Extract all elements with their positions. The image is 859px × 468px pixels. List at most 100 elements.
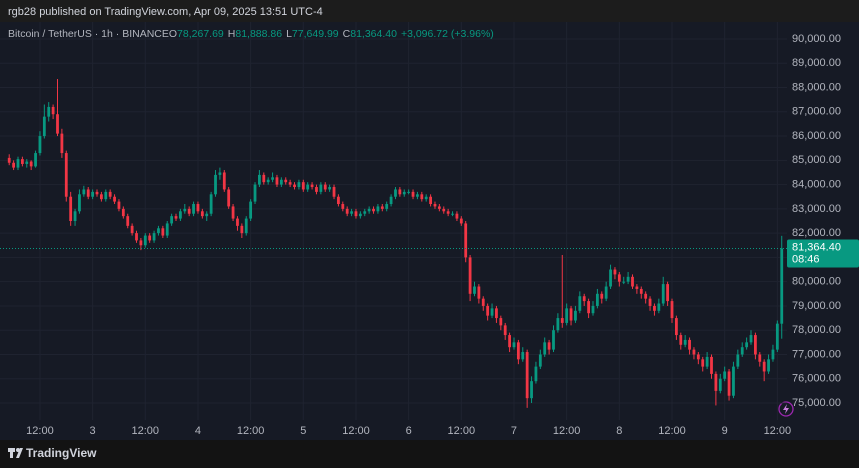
legend-c-label: C (343, 28, 351, 40)
candle-body (42, 116, 46, 137)
candle-body (556, 318, 560, 331)
candle-body (701, 359, 705, 367)
candle-body (358, 213, 362, 217)
candle-body (639, 288, 643, 294)
candle-body (442, 208, 446, 212)
candle-body (613, 269, 617, 275)
candle-body (218, 172, 222, 175)
candle-body (416, 194, 419, 197)
candle-body (455, 213, 459, 219)
candle-body (227, 189, 231, 207)
candle-body (143, 235, 147, 246)
candle-body (653, 305, 656, 311)
candle-body (323, 184, 327, 190)
legend-o-label: O (169, 28, 177, 40)
candle-body (130, 225, 134, 234)
candle-body (543, 342, 547, 355)
candle-body (710, 356, 713, 374)
candle-body (82, 189, 86, 195)
candle-body (60, 133, 64, 154)
candle-body (758, 354, 762, 362)
candle-body (780, 248, 784, 324)
y-tick-label: 90,000.00 (792, 33, 841, 45)
candle-body (178, 211, 182, 219)
legend-change: +3,096.72 (+3.96%) (401, 28, 494, 40)
candle-body (170, 216, 174, 224)
candle-body (301, 182, 305, 190)
candle-body (433, 204, 437, 207)
candle-body (244, 218, 248, 234)
candle-body (297, 182, 301, 188)
candle-body (20, 159, 24, 164)
y-tick-label: 78,000.00 (792, 324, 841, 336)
bar-countdown: 08:46 (792, 253, 820, 265)
candle-body (262, 174, 266, 183)
candle-body (222, 172, 226, 190)
candle-body (578, 296, 582, 311)
candle-body (345, 208, 349, 214)
candle-body (275, 177, 279, 185)
candle-body (196, 204, 200, 212)
candle-body (315, 187, 318, 192)
publish-header: rgb28 published on TradingView.com, Apr … (8, 6, 323, 18)
candle-body (626, 276, 630, 282)
candle-body (236, 218, 239, 226)
candle-body (569, 308, 573, 321)
x-tick-label: 4 (195, 425, 201, 437)
candle-body (723, 371, 727, 379)
candle-body (73, 211, 77, 221)
candle-body (674, 318, 678, 336)
candle-body (525, 352, 529, 399)
candle-body (64, 153, 68, 197)
top-bar (0, 0, 859, 22)
candle-body (363, 211, 367, 214)
y-tick-label: 75,000.00 (792, 397, 841, 409)
candle-body (473, 286, 476, 294)
candle-body (486, 305, 490, 316)
candle-body (692, 349, 696, 355)
x-tick-label: 5 (300, 425, 306, 437)
candle-body (749, 335, 753, 343)
brand-logo (8, 448, 23, 458)
candle-body (398, 189, 402, 195)
candle-body (121, 208, 125, 217)
candle-body (148, 235, 152, 241)
candle-body (644, 293, 648, 299)
legend-high: 81,888.86 (235, 28, 282, 40)
candle-body (670, 301, 674, 319)
candle-body (372, 208, 375, 212)
x-tick-label: 12:00 (342, 425, 370, 437)
candle-body (380, 206, 384, 209)
candle-body (161, 228, 165, 236)
candle-body (306, 184, 310, 190)
y-tick-label: 85,000.00 (792, 154, 841, 166)
candle-body (767, 359, 770, 372)
candle-body (214, 174, 217, 195)
candle-body (38, 136, 42, 154)
brand-name: TradingView (26, 446, 97, 460)
candle-body (582, 296, 586, 302)
candle-body (385, 204, 389, 209)
candle-body (25, 161, 29, 164)
candle-body (126, 216, 130, 226)
candle-body (635, 286, 639, 289)
y-tick-label: 76,000.00 (792, 373, 841, 385)
y-tick-label: 88,000.00 (792, 81, 841, 93)
candle-body (376, 206, 380, 212)
x-tick-label: 8 (616, 425, 622, 437)
candle-body (310, 184, 314, 188)
candle-body (718, 378, 722, 391)
candle-body (328, 187, 332, 190)
candle-body (69, 196, 73, 221)
candle-body (135, 233, 138, 241)
y-tick-label: 83,000.00 (792, 203, 841, 215)
candle-body (661, 284, 665, 304)
candle-body (683, 339, 687, 345)
candle-body (530, 381, 533, 399)
candle-body (174, 216, 178, 219)
candle-body (354, 211, 358, 217)
candle-body (56, 114, 59, 134)
candle-body (279, 179, 283, 185)
candle-body (337, 196, 340, 205)
y-tick-label: 82,000.00 (792, 227, 841, 239)
